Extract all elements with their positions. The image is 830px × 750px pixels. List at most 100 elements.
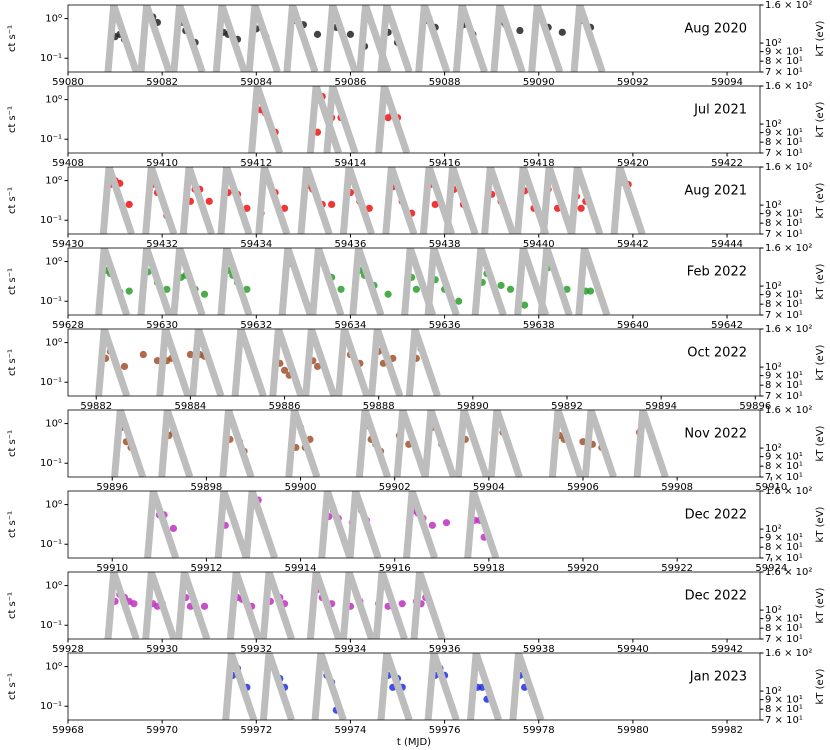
y-tick-label: 10⁰ — [45, 176, 62, 187]
data-point — [200, 602, 209, 610]
x-tick-label: 59920 — [567, 563, 599, 574]
axes-frame — [67, 490, 761, 559]
x-tick-label: 59910 — [96, 563, 128, 574]
panel: 59910 59912 59914 59916 59918 59920 59922 59924… — [7, 486, 826, 574]
y2-tick-label: 7 × 10¹ — [765, 472, 803, 483]
panel-label: Feb 2022 — [687, 265, 747, 280]
data-point — [516, 26, 524, 35]
x-tick-label: 59974 — [335, 725, 367, 736]
data-point — [313, 30, 322, 38]
y2-tick-label: 7 × 10¹ — [765, 715, 803, 726]
data-point — [120, 362, 129, 371]
data-point — [139, 350, 147, 359]
model-curve — [104, 5, 606, 72]
x-tick-label: 59922 — [661, 563, 693, 574]
x-tick-label: 59904 — [473, 482, 505, 493]
data-point — [169, 524, 178, 533]
x-tick-label: 59902 — [379, 482, 411, 493]
x-tick-label: 59440 — [523, 239, 555, 250]
y-tick-label: 10⁰ — [45, 419, 62, 430]
x-tick-label: 59932 — [240, 644, 272, 655]
y-tick-label: 10⁻¹ — [40, 620, 62, 631]
data-point — [442, 519, 451, 527]
x-tick-label: 59982 — [711, 725, 743, 736]
y2-tick-label: 8 × 10¹ — [765, 56, 803, 67]
y2-tick-label: 10² — [765, 200, 782, 211]
x-tick-label: 59408 — [52, 158, 84, 169]
y2-tick-label: 8 × 10¹ — [765, 299, 803, 310]
x-tick-label: 59088 — [429, 77, 461, 88]
x-tick-label: 59924 — [755, 563, 787, 574]
data-point — [428, 521, 436, 529]
y2-tick-label: 7 × 10¹ — [765, 553, 803, 564]
x-tick-label: 59442 — [617, 239, 649, 250]
x-tick-label: 59908 — [661, 482, 693, 493]
y2-tick-label: 8 × 10¹ — [765, 623, 803, 634]
axes-frame — [67, 166, 761, 235]
y-tick-label: 10⁻¹ — [40, 377, 62, 388]
axes-frame — [67, 247, 761, 316]
y-axis-label: ct s⁻¹ — [7, 268, 18, 295]
x-tick-label: 59976 — [429, 725, 461, 736]
panel: 59080 59082 59084 59086 59088 59090 59092 59094… — [7, 0, 826, 88]
y2-tick-label: 7 × 10¹ — [765, 310, 803, 321]
y2-axis-label: kT (eV) — [815, 344, 826, 380]
y2-axis-label: kT (eV) — [815, 506, 826, 542]
model-curve — [95, 329, 441, 396]
x-tick-label: 59914 — [285, 563, 317, 574]
x-tick-label: 59640 — [617, 320, 649, 331]
data-point — [125, 200, 133, 209]
x-tick-label: 59936 — [429, 644, 461, 655]
y2-axis-label: kT (eV) — [815, 20, 826, 56]
y2-tick-label: 9 × 10¹ — [765, 128, 803, 139]
y2-tick-label: 7 × 10¹ — [765, 634, 803, 645]
y2-tick-label: 10² — [765, 38, 782, 49]
x-tick-label: 59900 — [285, 482, 317, 493]
data-point — [200, 290, 209, 298]
y2-tick-label: 8 × 10¹ — [765, 380, 803, 391]
data-point — [521, 301, 529, 309]
data-point — [384, 114, 392, 122]
y2-tick-label: 7 × 10¹ — [765, 229, 803, 240]
data-point — [130, 600, 138, 608]
data-point — [365, 204, 373, 212]
x-tick-label: 59418 — [523, 158, 555, 169]
y2-tick-label: 8 × 10¹ — [765, 542, 803, 553]
data-point — [506, 285, 515, 293]
x-tick-label: 59444 — [711, 239, 743, 250]
y2-tick-label: 1.6 × 10² — [765, 405, 812, 416]
x-axis-label: t (MJD) — [397, 737, 431, 748]
axes-frame — [67, 85, 761, 154]
x-tick-label: 59898 — [190, 482, 222, 493]
axes-frame — [67, 409, 761, 478]
y-tick-label: 10⁰ — [45, 338, 62, 349]
y-tick-label: 10⁰ — [45, 14, 62, 25]
x-tick-label: 59910 — [755, 482, 787, 493]
y-axis-label: ct s⁻¹ — [7, 106, 18, 133]
panel-label: Dec 2022 — [685, 589, 747, 604]
y-axis-label: ct s⁻¹ — [7, 25, 18, 52]
y2-tick-label: 8 × 10¹ — [765, 137, 803, 148]
x-tick-label: 59636 — [429, 320, 461, 331]
panel-label: Oct 2022 — [687, 346, 747, 361]
y2-axis-label: kT (eV) — [815, 425, 826, 461]
y-tick-label: 10⁰ — [45, 581, 62, 592]
x-tick-label: 59412 — [240, 158, 272, 169]
data-point — [243, 204, 251, 212]
x-tick-label: 59972 — [240, 725, 272, 736]
y2-tick-label: 1.6 × 10² — [765, 648, 812, 659]
x-tick-label: 59634 — [335, 320, 367, 331]
y2-tick-label: 10² — [765, 524, 782, 535]
x-tick-label: 59082 — [146, 77, 178, 88]
y-axis-label: ct s⁻¹ — [7, 430, 18, 457]
model-curve — [222, 653, 545, 720]
y-axis-label: ct s⁻¹ — [7, 511, 18, 538]
axes-frame — [67, 328, 761, 397]
x-tick-label: 59414 — [335, 158, 367, 169]
data-point — [384, 290, 392, 298]
y2-tick-label: 8 × 10¹ — [765, 704, 803, 715]
x-tick-label: 59086 — [335, 77, 367, 88]
y2-tick-label: 10² — [765, 443, 782, 454]
data-point — [577, 204, 585, 212]
x-tick-label: 59630 — [146, 320, 178, 331]
